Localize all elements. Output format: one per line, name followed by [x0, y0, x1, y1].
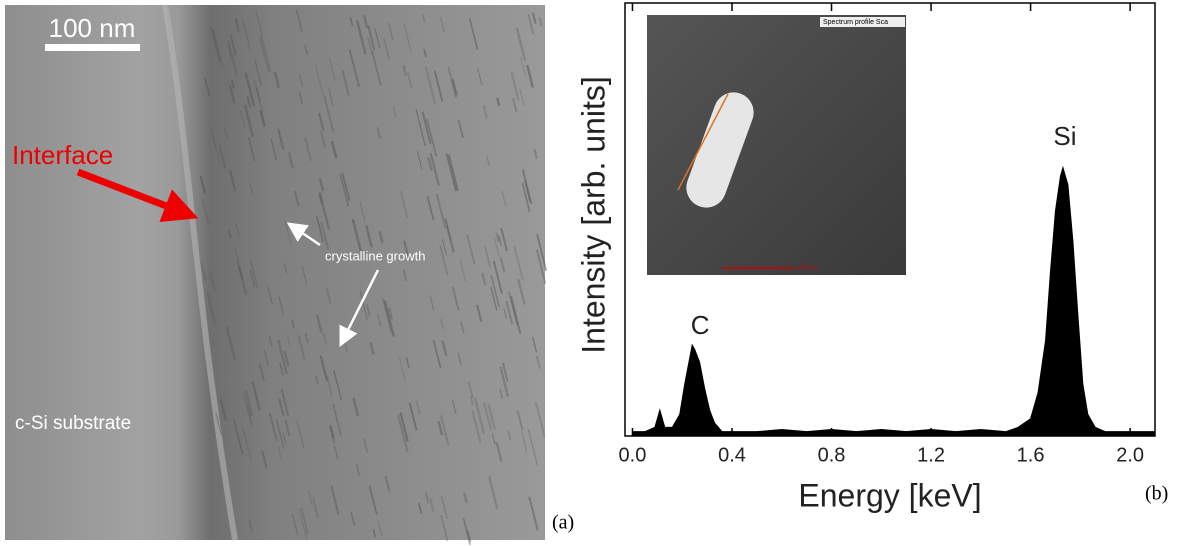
panel-label: (b): [1145, 483, 1168, 505]
x-tick-label: 1.6: [1017, 444, 1045, 466]
inset-image: [647, 15, 906, 275]
inset-title: Spectrum profile Sca: [823, 19, 888, 26]
figure: 100 nm Interface crystalline growth c-Si…: [0, 0, 1187, 546]
x-tick-label: 0.4: [718, 444, 746, 466]
x-tick-label: 0.8: [818, 444, 846, 466]
panel-label: (a): [552, 512, 574, 534]
peak-label: C: [691, 310, 710, 340]
scale-label: 100 nm: [49, 13, 136, 43]
x-axis-label: Energy [keV]: [798, 477, 981, 513]
tem-image: [5, 5, 546, 545]
inset: Spectrum profile Sca 100 nm: [647, 15, 906, 275]
scale-bar: [45, 44, 140, 51]
tem-background: [5, 5, 545, 540]
substrate-label: c-Si substrate: [15, 413, 131, 434]
x-tick-label: 1.2: [917, 444, 945, 466]
x-tick-label: 2.0: [1116, 444, 1144, 466]
growth-label: crystalline growth: [325, 248, 425, 263]
peak-label: Si: [1053, 121, 1076, 151]
y-axis-label: Intensity [arb. units]: [575, 76, 611, 353]
x-tick-label: 0.0: [619, 444, 647, 466]
interface-label: Interface: [12, 140, 113, 170]
inset-scale-label: 100 nm: [797, 266, 817, 272]
